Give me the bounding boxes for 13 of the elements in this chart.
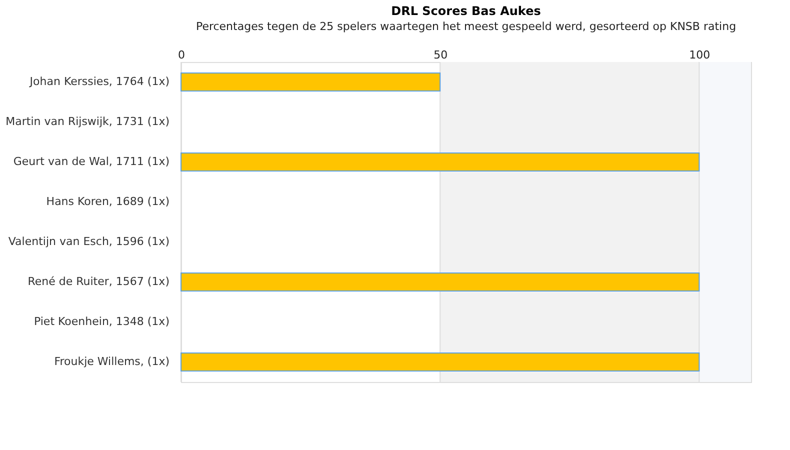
y-tick-label: Piet Koenhein, 1348 (1x): [34, 315, 170, 328]
y-tick-label: René de Ruiter, 1567 (1x): [28, 275, 170, 288]
y-tick-label: Valentijn van Esch, 1596 (1x): [8, 235, 170, 248]
y-tick-label: Froukje Willems, (1x): [54, 355, 170, 368]
y-tick-label: Johan Kerssies, 1764 (1x): [28, 75, 170, 88]
x-tick-label: 100: [689, 48, 710, 62]
chart-title: DRL Scores Bas Aukes: [391, 4, 541, 18]
y-tick-label: Hans Koren, 1689 (1x): [46, 195, 170, 208]
x-tick-label: 50: [434, 48, 448, 62]
chart-subtitle: Percentages tegen de 25 spelers waartegen het meest gespeeld werd, gesorteerd op KNSB rating: [196, 20, 736, 33]
y-tick-label: Geurt van de Wal, 1711 (1x): [13, 155, 170, 168]
y-tick-label: Martin van Rijswijk, 1731 (1x): [6, 115, 170, 128]
x-tick-label: 0: [178, 48, 185, 62]
